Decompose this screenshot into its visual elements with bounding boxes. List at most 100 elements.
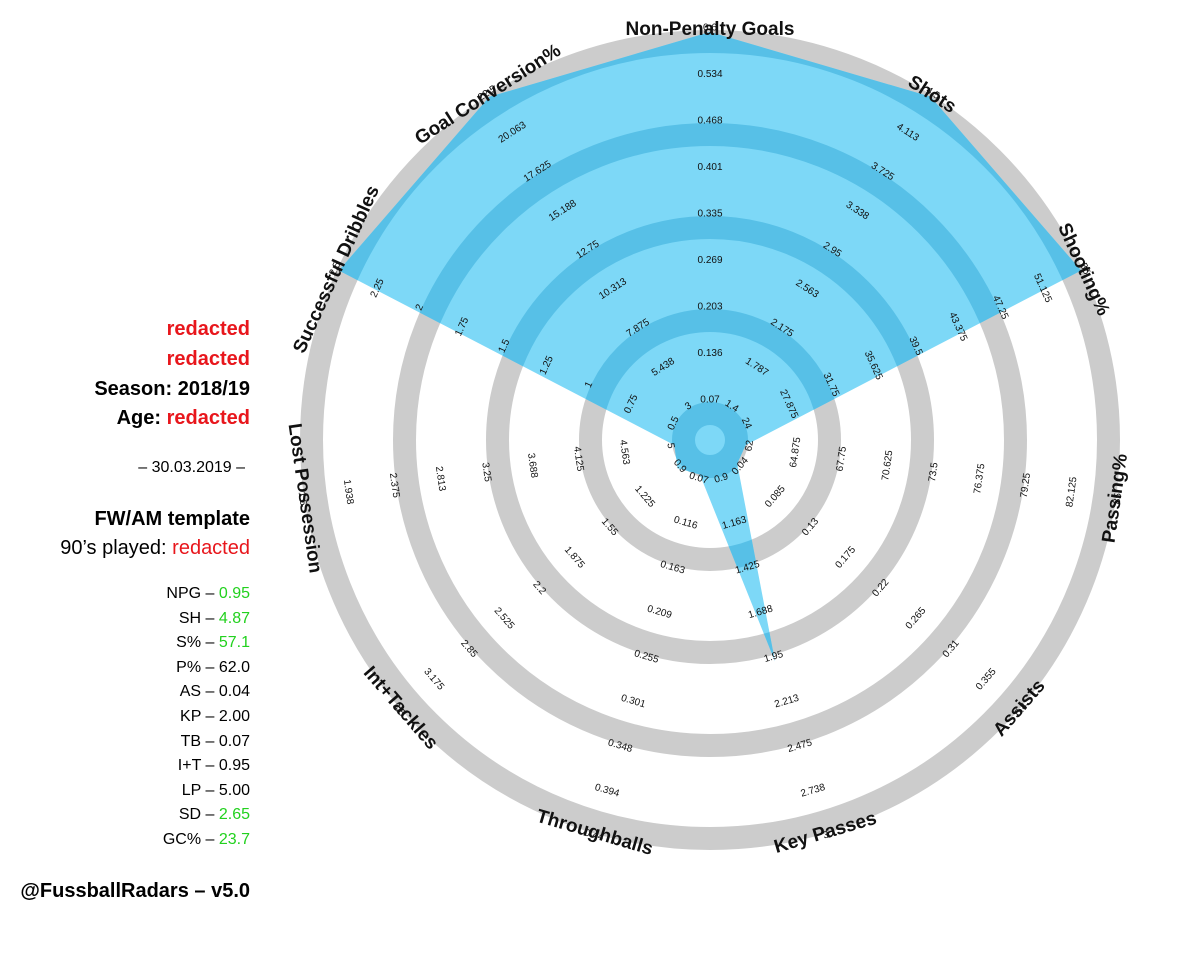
radar-tick-label: 70.625 <box>880 449 895 481</box>
stat-value: 0.07 <box>218 732 250 750</box>
radar-tick-label: 4.125 <box>571 446 586 473</box>
stat-value: 0.04 <box>218 683 250 701</box>
radar-tick-label: 1.875 <box>562 545 587 571</box>
radar-tick-label: 3 <box>683 400 694 412</box>
season-label: Season: <box>94 378 173 400</box>
radar-tick-label: 0.5 <box>666 414 682 432</box>
radar-tick-label: 24 <box>739 416 754 431</box>
stat-abbr: I+T – <box>177 757 219 775</box>
radar-tick-label: 3.175 <box>421 666 446 692</box>
credit-line: @FussballRadars – v5.0 <box>20 880 250 902</box>
nineties-value: redacted <box>172 537 250 559</box>
radar-tick-label: 0.085 <box>763 483 788 509</box>
stat-row: AS – 0.04 <box>180 683 250 701</box>
radar-tick-label: 0.401 <box>697 162 722 173</box>
age-label: Age: <box>116 407 162 429</box>
radar-tick-label: 67.75 <box>835 445 850 472</box>
radar-tick-label: 62 <box>743 439 756 452</box>
stat-value: 0.95 <box>218 585 250 602</box>
age-value: redacted <box>166 407 250 429</box>
radar-tick-label: 2.213 <box>773 693 801 711</box>
radar-tick-label: 2.813 <box>433 466 448 493</box>
radar-tick-label: 2.738 <box>799 782 827 800</box>
age-line: Age: redacted <box>117 407 250 430</box>
radar-chart: 0.07 0.136 0.203 0.269 0.335 0.401 0.468 0.534 0… <box>284 19 1133 860</box>
radar-tick-label: 5 <box>664 442 676 450</box>
radar-tick-label: 0.44 <box>583 827 605 843</box>
radar-tick-label: 0.203 <box>697 302 722 313</box>
radar-tick-label: 0.534 <box>697 69 722 80</box>
stat-abbr: SD – <box>178 806 219 824</box>
stat-value: 4.87 <box>218 609 250 627</box>
radar-tick-label: 4.563 <box>617 439 632 466</box>
radar-tick-label: 64.875 <box>788 436 803 468</box>
radar-tick-label: 0.136 <box>697 348 722 359</box>
radar-tick-label: 55 <box>1077 262 1092 277</box>
stat-row: TB – 0.07 <box>181 733 250 751</box>
radar-tick-label: 0.07 <box>700 395 720 406</box>
stat-abbr: GC% – <box>162 831 219 848</box>
radar-tick-label: 1.95 <box>763 649 785 665</box>
stat-value: 5.00 <box>218 781 250 799</box>
stat-row: NPG – 0.95 <box>166 585 250 603</box>
radar-tick-label: 1 <box>583 380 595 390</box>
radar-tick-label: 0.6 <box>703 23 717 34</box>
radar-tick-label: 85 <box>1112 492 1125 505</box>
radar-tick-label: 2 <box>414 302 426 312</box>
radar-tick-label: 3.688 <box>525 452 540 479</box>
stat-abbr: KP – <box>180 708 219 725</box>
stat-abbr: LP – <box>181 781 219 799</box>
radar-tick-label: 76.375 <box>972 462 987 494</box>
player-club: redacted <box>166 348 250 370</box>
radar-tick-label: 0.175 <box>833 544 858 570</box>
stat-row: S% – 57.1 <box>176 634 250 652</box>
radar-tick-label: 2.5 <box>327 260 343 278</box>
stat-value: 23.7 <box>218 831 250 848</box>
player-info-panel: redacted redacted Season: 2018/19 Age: r… <box>0 0 250 956</box>
stat-abbr: P% – <box>176 658 219 676</box>
stat-row: P% – 62.0 <box>176 659 250 677</box>
radar-tick-label: 0.116 <box>672 514 699 532</box>
stat-abbr: S% – <box>176 634 219 652</box>
stat-row: LP – 5.00 <box>182 782 250 800</box>
stat-row: SD – 2.65 <box>179 806 250 824</box>
season-line: Season: 2018/19 <box>94 378 250 401</box>
radar-tick-label: 0.9 <box>713 471 730 486</box>
stat-value: 62.0 <box>218 658 250 676</box>
radar-tick-label: 2.375 <box>387 472 402 499</box>
nineties-line: 90’s played: redacted <box>60 537 250 560</box>
radar-tick-label: 0.394 <box>593 782 621 800</box>
stat-abbr: TB – <box>180 732 219 750</box>
stat-abbr: NPG – <box>166 585 219 602</box>
stat-row: GC% – 23.7 <box>163 831 250 849</box>
player-name: redacted <box>166 318 250 340</box>
stat-row: I+T – 0.95 <box>178 757 250 775</box>
radar-tick-label: 0.265 <box>904 605 929 631</box>
stat-value: 2.00 <box>218 708 250 725</box>
radar-tick-label: 73.5 <box>927 461 941 482</box>
radar-tick-label: 2.525 <box>492 605 517 631</box>
stat-value: 57.1 <box>218 634 250 652</box>
radar-tick-label: 79.25 <box>1019 472 1034 499</box>
radar-tick-label: 3.25 <box>479 462 493 483</box>
radar-tick-label: 0.07 <box>688 470 710 486</box>
radar-tick-label: 0.209 <box>646 604 674 622</box>
radar-inner-band <box>338 32 1082 662</box>
radar-tick-label: 82.125 <box>1064 476 1079 508</box>
radar-tick-label: 1.938 <box>341 479 356 506</box>
radar-inner-band <box>672 402 748 478</box>
radar-tick-label: 0.335 <box>697 209 722 220</box>
stat-value: 0.95 <box>218 757 250 775</box>
date-line: – 30.03.2019 – <box>138 459 245 476</box>
season-value: 2018/19 <box>177 378 250 400</box>
radar-tick-label: 1.225 <box>632 484 657 510</box>
radar-tick-label: 0.468 <box>697 116 722 127</box>
radar-tick-label: 1.5 <box>497 337 513 355</box>
radar-tick-label: 3 <box>822 829 831 841</box>
radar-tick-label: 0.269 <box>697 255 722 266</box>
nineties-label: 90’s played: <box>60 537 167 559</box>
radar-axis-label: Non-Penalty Goals <box>626 19 795 40</box>
radar-tick-label: 1.5 <box>296 491 309 507</box>
stat-abbr: SH – <box>178 609 219 627</box>
stat-row: SH – 4.87 <box>179 610 250 628</box>
